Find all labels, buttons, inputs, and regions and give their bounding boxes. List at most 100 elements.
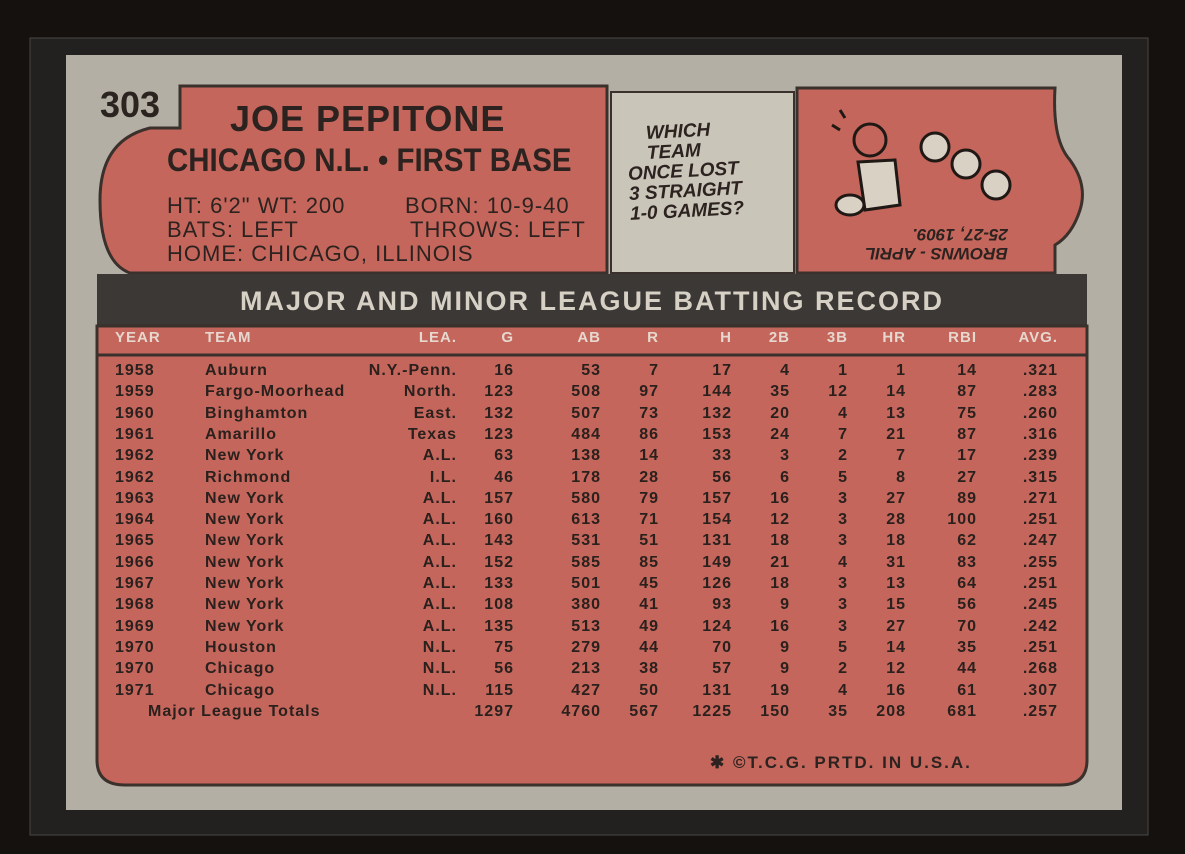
table-cell: 580 xyxy=(571,489,601,507)
totals-cell: 208 xyxy=(876,702,906,720)
table-cell: 6 xyxy=(780,468,790,486)
table-cell: 427 xyxy=(571,681,601,699)
table-cell: 17 xyxy=(957,447,977,465)
table-cell: 27 xyxy=(886,617,906,635)
totals-cell: 150 xyxy=(760,702,790,720)
table-cell: New York xyxy=(205,511,285,529)
table-cell: 124 xyxy=(702,617,732,635)
table-cell: 45 xyxy=(639,575,659,592)
table-cell: 157 xyxy=(702,489,732,507)
table-cell: 1 xyxy=(896,362,906,379)
table-cell: Houston xyxy=(205,638,277,656)
table-cell: New York xyxy=(205,489,285,507)
table-cell: 93 xyxy=(712,596,732,614)
totals-cell: 1225 xyxy=(692,702,732,720)
table-cell: 132 xyxy=(702,404,732,422)
table-cell: 143 xyxy=(484,532,514,550)
table-cell: 89 xyxy=(957,489,977,507)
table-cell: 14 xyxy=(886,638,906,656)
table-cell: Texas xyxy=(407,425,457,443)
table-cell: 13 xyxy=(886,575,906,592)
column-header: R xyxy=(647,329,659,346)
table-cell: 1959 xyxy=(115,383,155,401)
table-cell: .245 xyxy=(1022,596,1058,614)
table-cell: 1962 xyxy=(115,468,155,486)
table-cell: 64 xyxy=(957,575,977,592)
table-cell: 14 xyxy=(886,383,906,401)
table-cell: 27 xyxy=(886,489,906,507)
table-cell: .307 xyxy=(1022,681,1058,699)
table-cell: 85 xyxy=(639,553,659,571)
table-cell: 8 xyxy=(896,468,906,486)
table-cell: 4 xyxy=(780,362,790,379)
table-cell: 513 xyxy=(571,617,601,635)
table-cell: A.L. xyxy=(422,617,457,635)
table-cell: 17 xyxy=(712,362,732,379)
table-cell: A.L. xyxy=(422,447,457,465)
column-header: AB xyxy=(577,329,601,346)
table-cell: 1962 xyxy=(115,447,155,465)
table-cell: 1960 xyxy=(115,404,155,422)
team-position: CHICAGO N.L. • FIRST BASE xyxy=(167,142,572,178)
table-cell: 12 xyxy=(828,383,848,401)
player-name: JOE PEPITONE xyxy=(230,98,506,139)
table-cell: .242 xyxy=(1022,617,1058,635)
table-cell: 51 xyxy=(639,532,659,550)
table-title-band xyxy=(97,274,1087,326)
table-cell: 100 xyxy=(947,511,977,529)
table-cell: A.L. xyxy=(422,575,457,592)
table-cell: .315 xyxy=(1022,468,1058,486)
table-cell: 131 xyxy=(702,681,732,699)
table-cell: 7 xyxy=(649,362,659,379)
table-cell: .251 xyxy=(1022,511,1058,529)
table-cell: 531 xyxy=(571,532,601,550)
table-cell: A.L. xyxy=(422,511,457,529)
height-weight: HT: 6'2" WT: 200 xyxy=(167,193,346,218)
table-cell: 9 xyxy=(780,660,790,678)
table-cell: Binghamton xyxy=(205,404,309,422)
table-cell: 108 xyxy=(484,596,514,614)
table-cell: 3 xyxy=(838,511,848,529)
table-cell: 20 xyxy=(770,404,790,422)
table-cell: 1 xyxy=(838,362,848,379)
table-cell: 16 xyxy=(886,681,906,699)
table-cell: 75 xyxy=(957,404,977,422)
table-cell: 1965 xyxy=(115,532,155,550)
table-cell: 3 xyxy=(780,447,790,465)
table-cell: .321 xyxy=(1022,362,1058,379)
table-cell: 44 xyxy=(639,638,659,656)
table-cell: New York xyxy=(205,553,285,571)
table-cell: 87 xyxy=(957,425,977,443)
table-cell: 15 xyxy=(886,596,906,614)
table-cell: 1969 xyxy=(115,617,155,635)
card-number: 303 xyxy=(100,84,161,125)
table-cell: 1967 xyxy=(115,575,155,592)
table-cell: 53 xyxy=(581,362,601,379)
table-cell: 115 xyxy=(485,681,514,699)
table-cell: 144 xyxy=(702,383,732,401)
table-cell: 1963 xyxy=(115,489,155,507)
table-cell: 149 xyxy=(702,553,732,571)
table-cell: .247 xyxy=(1022,532,1058,550)
table-cell: 24 xyxy=(770,425,790,443)
table-cell: 75 xyxy=(494,638,514,656)
table-cell: Auburn xyxy=(205,362,268,379)
quiz-panel xyxy=(610,91,795,274)
table-cell: 97 xyxy=(639,383,659,401)
totals-cell: 1297 xyxy=(474,702,514,720)
totals-cell: 35 xyxy=(828,702,848,720)
table-cell: 9 xyxy=(780,638,790,656)
table-cell: Chicago xyxy=(205,660,276,678)
table-cell: 83 xyxy=(957,553,977,571)
table-cell: 5 xyxy=(838,468,848,486)
table-cell: 157 xyxy=(484,489,514,507)
table-cell: 49 xyxy=(639,617,659,635)
table-cell: .316 xyxy=(1022,425,1058,443)
table-cell: 28 xyxy=(639,468,659,486)
table-cell: 27 xyxy=(957,468,977,486)
table-cell: .255 xyxy=(1022,553,1058,571)
table-cell: 613 xyxy=(571,511,601,529)
table-cell: 135 xyxy=(484,617,514,635)
table-cell: 50 xyxy=(639,681,659,699)
born: BORN: 10-9-40 xyxy=(405,193,570,218)
